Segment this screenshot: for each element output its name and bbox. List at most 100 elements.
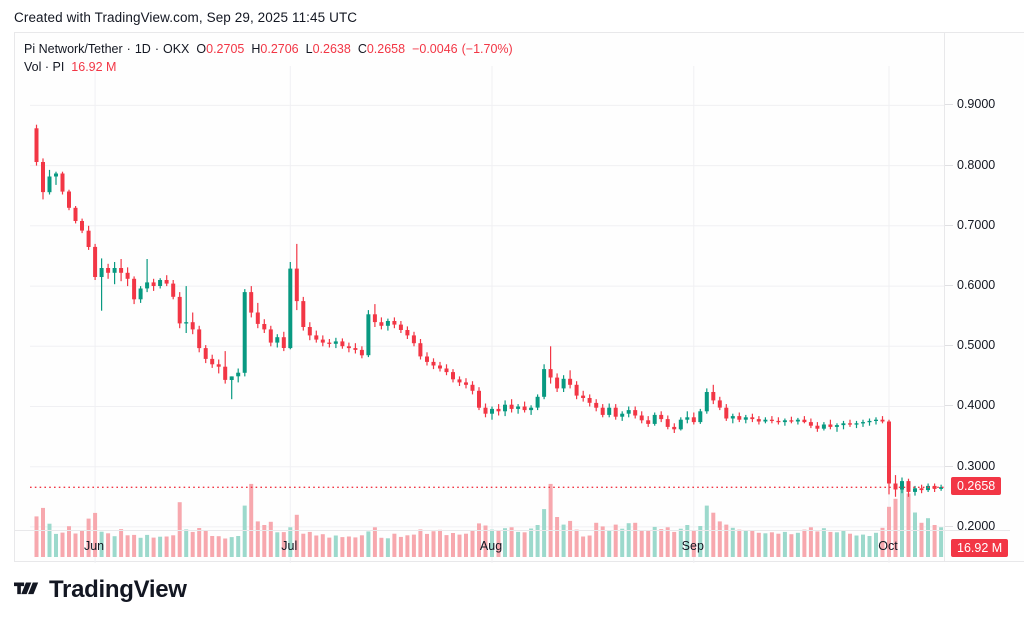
volume-bar [821,528,826,557]
candle-body [789,420,794,422]
volume-series [34,483,950,557]
volume-bar [607,530,612,557]
volume-bar [223,538,228,557]
volume-bar [555,517,560,557]
candle-body [724,407,729,419]
candle-body [639,415,644,421]
candle-body [405,330,410,336]
candle-body [535,396,540,408]
volume-bar [802,529,807,557]
volume-bar [106,533,111,557]
volume-bar [776,533,781,557]
volume-bar [346,536,351,557]
volume-bar [281,532,286,557]
candle-body [529,407,534,411]
candle-body [782,420,787,423]
volume-bar [887,506,891,557]
volume-bar [730,527,735,557]
price-tick-2: 0.7000 [945,218,995,232]
candle-body [854,423,859,425]
candle-body [340,341,345,347]
candle-body [834,425,839,427]
time-tick-jul: Jul [281,539,298,553]
candle-body [385,321,390,326]
candle-body [717,400,722,408]
candle-body [522,406,527,411]
candle-body [776,420,781,423]
candle-body [555,377,560,389]
volume-bar [724,524,729,557]
candle-body [509,404,514,409]
volume-bar [470,531,475,557]
candle-body [47,176,52,193]
candle-body [425,356,429,362]
price-tick-label: 0.5000 [957,338,996,353]
candle-body [431,361,436,366]
volume-bar [158,536,163,557]
volume-bar [854,535,859,557]
chart-plot-area[interactable] [30,66,958,563]
volume-bar [633,522,638,557]
candle-body [939,487,944,489]
candle-body [359,349,364,356]
candle-body [496,408,501,412]
candle-body [236,372,241,377]
candle-body [646,420,651,424]
candle-body [808,422,813,426]
volume-bar [789,534,794,557]
price-tick-dash [945,285,953,287]
candle-body [737,416,742,420]
candle-body [73,207,78,221]
volume-bar [646,530,651,557]
volume-bar [242,505,247,557]
tradingview-logo-icon [14,582,39,594]
time-axis[interactable]: Jun Jul Aug Sep Oct [14,530,1010,562]
volume-bar [535,525,540,557]
candle-body [477,390,481,408]
candle-body [874,419,878,421]
price-tick-0: 0.9000 [945,97,995,111]
volume-bar [86,518,91,557]
candle-body [86,230,91,247]
candle-body [346,346,351,349]
candle-body [184,322,189,324]
last-price-badge[interactable]: 0.2658 [951,477,1002,496]
volume-bar [509,527,514,557]
volume-bar [379,537,384,557]
volume-bar [34,516,39,557]
volume-bar [138,537,143,557]
volume-bar [913,512,917,557]
volume-bar [594,522,599,557]
volume-bar [926,518,930,557]
candle-body [171,283,176,297]
candle-body [210,358,215,365]
volume-bar [457,534,462,557]
price-axis[interactable]: 0.9000 0.8000 0.7000 0.6000 0.5000 0.4000 0.30… [944,32,1024,562]
volume-bar [73,533,78,557]
candle-body [327,342,332,344]
candle-body [743,417,748,420]
volume-bar [125,535,130,557]
candle-body [600,407,605,415]
volume-bar [808,527,813,557]
volume-bar [672,531,677,557]
volume-bar [483,525,488,557]
candle-body [568,378,573,385]
candle-body [828,424,833,427]
volume-bar [756,532,761,557]
candle-body [223,366,228,380]
candle-body [880,419,885,422]
volume-bar [919,522,924,557]
candle-body [34,128,39,162]
candle-body [268,329,273,343]
volume-bar [704,505,709,557]
candle-body [750,417,755,420]
candle-body [867,420,872,423]
candlestick-svg [30,66,958,563]
candle-body [67,191,71,208]
candle-body [848,423,852,425]
volume-badge[interactable]: 16.92 M [951,539,1009,557]
volume-bar [333,535,338,557]
candle-body [763,419,768,422]
